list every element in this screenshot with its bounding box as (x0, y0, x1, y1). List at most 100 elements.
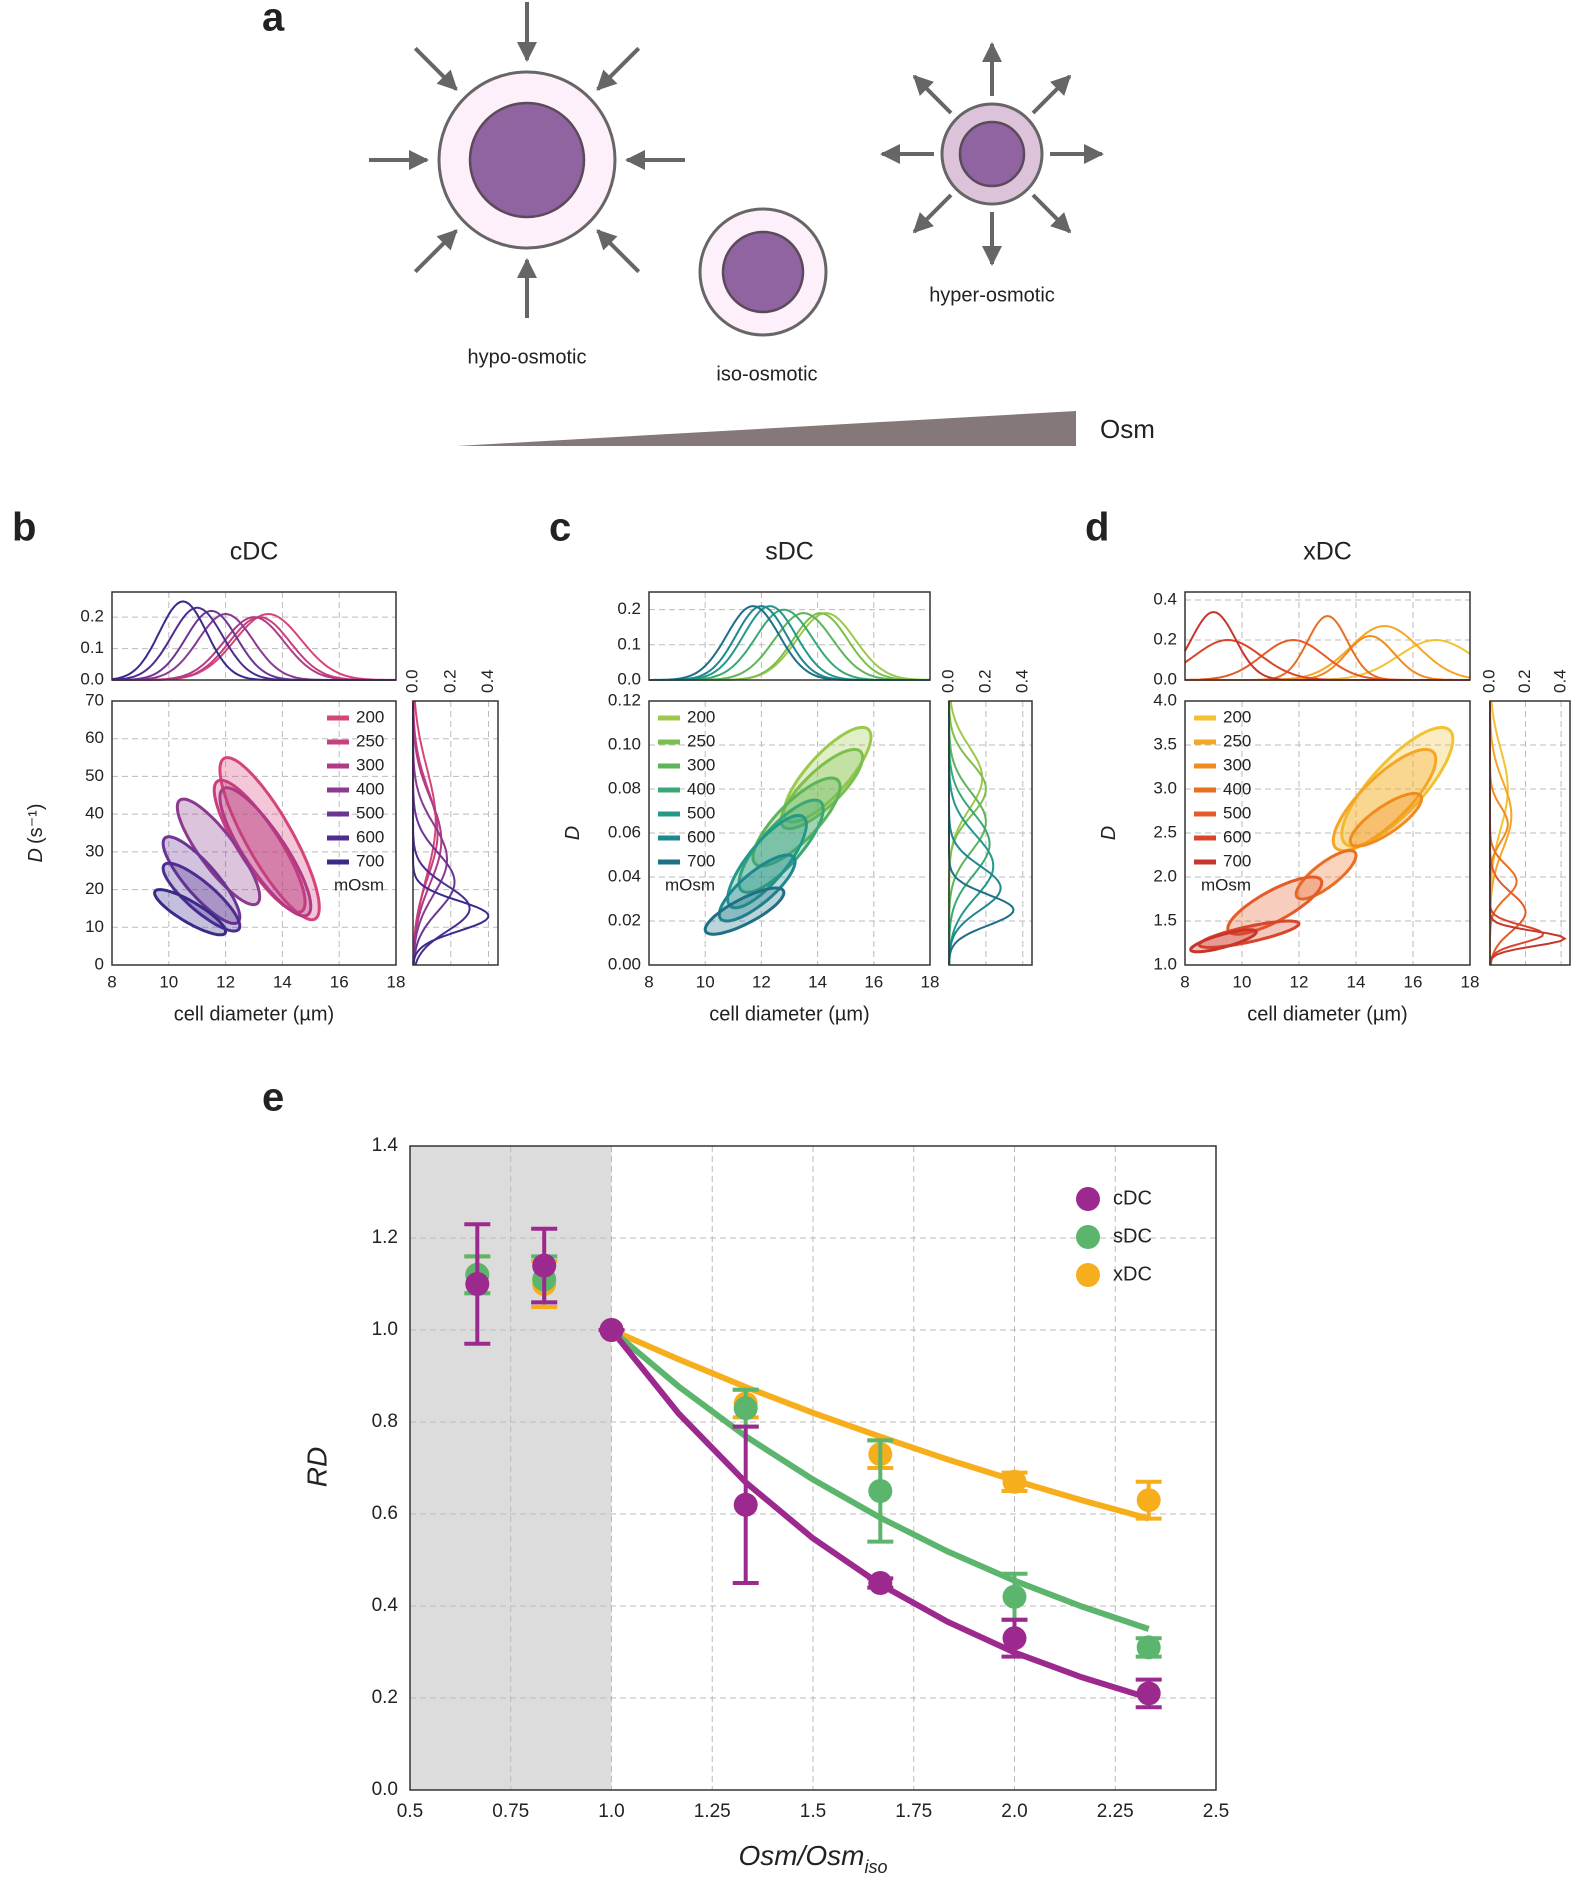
y-tick-label: 20 (85, 879, 104, 898)
density-curve (112, 612, 397, 681)
density-curve (1185, 638, 1471, 681)
axes-frame (1489, 700, 1571, 966)
point (868, 1571, 893, 1595)
contour (161, 861, 242, 933)
panel-letter: e (262, 1076, 284, 1120)
nucleus (721, 230, 805, 314)
density-curve (649, 605, 930, 681)
panel-letter: c (549, 506, 571, 550)
y-tick-label: 0.2 (1153, 629, 1177, 648)
legend-label: 500 (1223, 803, 1251, 822)
x-tick-label: 8 (107, 972, 116, 991)
legend-label: 600 (356, 827, 384, 846)
contour (153, 888, 228, 937)
y-axis-label: D (s⁻¹) (25, 804, 47, 863)
point (1136, 1635, 1161, 1660)
y-tick-label: 3.0 (1153, 778, 1177, 797)
gradient-wedge (457, 411, 1076, 446)
axes-frame (412, 700, 499, 966)
legend-label: 600 (687, 827, 715, 846)
x-tick-label: 14 (1347, 972, 1366, 991)
y-tick-label: 0.4 (1153, 589, 1177, 608)
axes-frame (111, 591, 397, 681)
x-tick-label: 14 (808, 972, 827, 991)
legend-label: 400 (1223, 779, 1251, 798)
legend-label: 600 (1223, 827, 1251, 846)
point (599, 1318, 624, 1342)
point (1002, 1626, 1027, 1651)
legend-label: 700 (687, 851, 715, 870)
x-tick-label: 18 (1461, 972, 1480, 991)
x-tick-label: 10 (1233, 972, 1252, 991)
contour (717, 853, 797, 923)
cell-label: hypo-osmotic (468, 346, 587, 368)
y-tick-label: 0.02 (608, 910, 641, 929)
contour (1226, 875, 1324, 936)
y-tick-label: 1.0 (372, 1319, 398, 1340)
x-tick-label: 2.25 (1097, 1801, 1134, 1822)
y-tick-label: 0.2 (372, 1687, 398, 1708)
y-axis-label-symbol: D (25, 848, 47, 862)
x-tick-label: 12 (1290, 972, 1309, 991)
legend-label: 500 (687, 803, 715, 822)
x-tick-label: 0.5 (397, 1801, 423, 1822)
nucleus (468, 101, 586, 219)
arrow (596, 46, 641, 91)
panel-letter: b (12, 506, 36, 550)
legend-label: sDC (1113, 1225, 1152, 1247)
density-curve (649, 605, 930, 681)
y-tick-label: 0.4 (372, 1595, 399, 1616)
y-tick-label: 0.1 (80, 638, 104, 657)
contour (1348, 791, 1424, 848)
panel-letter: d (1085, 506, 1109, 550)
y-tick-label: 50 (85, 766, 104, 785)
arrow (1031, 193, 1072, 234)
density-curve (112, 612, 396, 681)
arrow (912, 74, 953, 115)
x-tick-label: 1.75 (895, 1801, 932, 1822)
chart-title: cDC (230, 538, 279, 566)
point (465, 1272, 490, 1296)
chart-title: xDC (1303, 538, 1352, 566)
y-tick-label: 0.06 (608, 822, 641, 841)
panel-letter: a (262, 0, 285, 40)
legend-label: 300 (687, 755, 715, 774)
x-tick-label: 8 (644, 972, 653, 991)
y-tick-label: 0.0 (617, 669, 641, 688)
y-tick-label: 60 (85, 728, 104, 747)
nucleus (958, 120, 1026, 188)
legend-marker (1076, 1225, 1100, 1249)
legend-label: 200 (687, 707, 715, 726)
x-axis-label-sub: iso (864, 1857, 887, 1877)
axes-frame (648, 591, 931, 681)
point (532, 1253, 557, 1278)
y-tick-label: 3.5 (1153, 734, 1177, 753)
axes-frame (1184, 700, 1471, 966)
legend-label: 500 (356, 803, 384, 822)
arrow (596, 229, 641, 274)
legend-label: 300 (1223, 755, 1251, 774)
y-axis-label: D (1098, 826, 1120, 840)
x-tick-label: 18 (387, 972, 406, 991)
legend-label: 250 (356, 731, 384, 750)
x-tick-label: 10 (696, 972, 715, 991)
y-tick-label: 0.8 (372, 1411, 398, 1432)
x-tick-label: 0.2 (975, 669, 994, 693)
x-tick-label: 0.0 (938, 669, 957, 693)
x-tick-label: 2.5 (1203, 1801, 1229, 1822)
point (868, 1479, 893, 1503)
x-tick-label: 0.75 (492, 1801, 529, 1822)
x-tick-label: 16 (330, 972, 349, 991)
density-curve (412, 700, 443, 966)
x-tick-label: 1.5 (800, 1801, 826, 1822)
legend-label: 400 (687, 779, 715, 798)
x-tick-label: 0.2 (440, 669, 459, 693)
point (1136, 1488, 1161, 1513)
x-tick-label: 14 (273, 972, 292, 991)
legend-label: 300 (356, 755, 384, 774)
x-axis-label: cell diameter (µm) (174, 1003, 334, 1025)
y-tick-label: 1.4 (372, 1135, 399, 1156)
y-tick-label: 0.6 (372, 1503, 398, 1524)
x-tick-label: 1.0 (598, 1801, 624, 1822)
